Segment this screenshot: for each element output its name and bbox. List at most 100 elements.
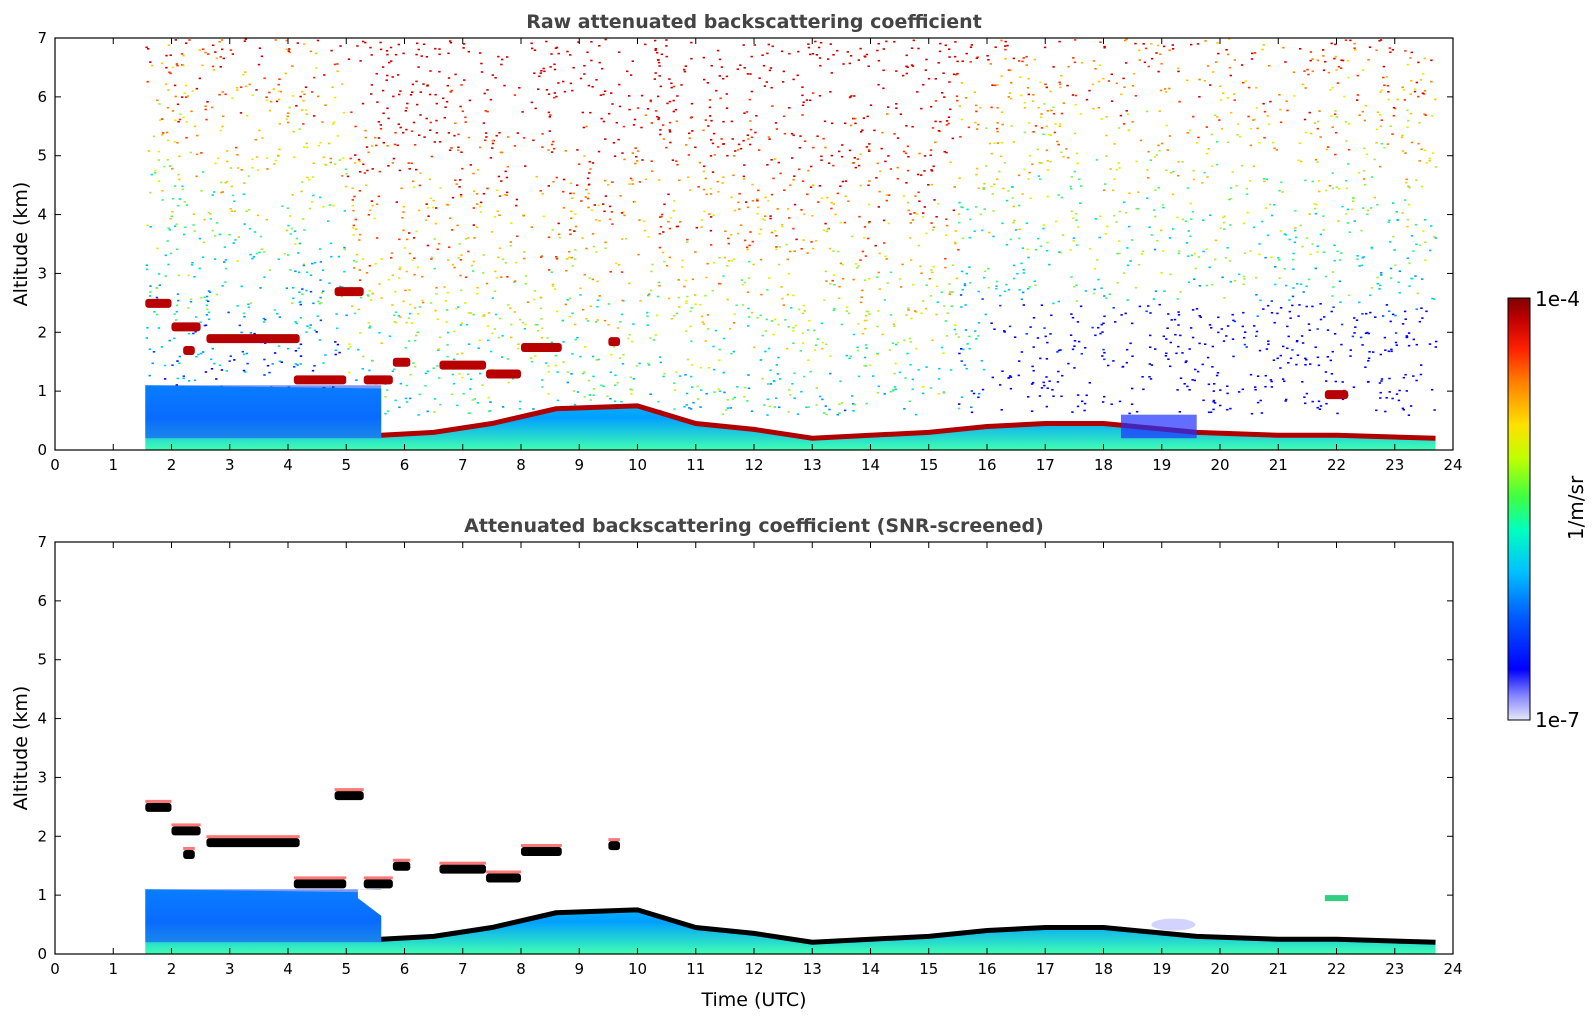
noise-pixel xyxy=(591,355,595,358)
noise-pixel xyxy=(697,398,700,400)
noise-pixel xyxy=(447,77,451,79)
noise-pixel xyxy=(1130,403,1134,405)
noise-pixel xyxy=(1177,252,1181,255)
noise-pixel xyxy=(182,64,185,67)
noise-pixel xyxy=(615,262,618,265)
noise-pixel xyxy=(566,258,569,260)
noise-pixel xyxy=(1103,295,1106,297)
noise-pixel xyxy=(895,103,898,105)
noise-pixel xyxy=(292,130,295,133)
noise-pixel xyxy=(912,283,915,286)
noise-pixel xyxy=(659,216,662,218)
noise-pixel xyxy=(1027,77,1030,80)
noise-pixel xyxy=(475,226,479,228)
noise-pixel xyxy=(814,239,818,242)
noise-pixel xyxy=(975,104,978,107)
noise-pixel xyxy=(1215,374,1219,377)
noise-pixel xyxy=(221,191,224,193)
noise-pixel xyxy=(1407,344,1411,347)
noise-pixel xyxy=(704,340,707,342)
noise-pixel xyxy=(675,371,678,373)
x-tick-label: 23 xyxy=(1385,456,1404,474)
noise-pixel xyxy=(792,327,795,329)
noise-pixel xyxy=(268,91,271,94)
noise-pixel xyxy=(305,113,308,115)
noise-pixel xyxy=(345,173,348,175)
noise-pixel xyxy=(171,110,175,112)
noise-pixel xyxy=(399,126,402,129)
noise-pixel xyxy=(470,264,474,267)
noise-pixel xyxy=(1001,370,1004,372)
noise-pixel xyxy=(891,342,895,344)
noise-pixel xyxy=(886,113,889,115)
noise-pixel xyxy=(618,105,622,108)
noise-pixel xyxy=(1118,400,1122,403)
noise-pixel xyxy=(539,190,542,192)
noise-pixel xyxy=(242,73,245,76)
noise-pixel xyxy=(876,276,879,278)
noise-pixel xyxy=(825,343,828,346)
noise-pixel xyxy=(909,237,912,239)
colorbar-max-label: 1e-4 xyxy=(1535,287,1580,311)
noise-pixel xyxy=(223,246,227,248)
noise-pixel xyxy=(277,258,280,260)
noise-pixel xyxy=(863,237,866,239)
noise-pixel xyxy=(1164,355,1168,357)
noise-pixel xyxy=(809,186,813,188)
noise-pixel xyxy=(176,248,179,251)
noise-pixel xyxy=(585,318,588,320)
noise-pixel xyxy=(1425,162,1428,164)
noise-pixel xyxy=(407,340,411,342)
noise-pixel xyxy=(1278,277,1281,279)
noise-pixel xyxy=(956,72,959,75)
noise-pixel xyxy=(1330,115,1333,117)
noise-pixel xyxy=(660,53,664,56)
noise-pixel xyxy=(1311,70,1314,73)
noise-pixel xyxy=(591,233,595,235)
noise-pixel xyxy=(836,192,839,195)
noise-pixel xyxy=(269,100,273,103)
noise-pixel xyxy=(960,270,964,273)
noise-pixel xyxy=(748,143,752,146)
noise-pixel xyxy=(848,357,851,360)
noise-pixel xyxy=(319,279,322,281)
noise-pixel xyxy=(662,375,665,378)
noise-pixel xyxy=(1353,42,1356,45)
noise-pixel xyxy=(547,393,550,395)
noise-pixel xyxy=(865,319,868,322)
noise-pixel xyxy=(1202,399,1205,402)
noise-pixel xyxy=(1430,225,1433,227)
noise-pixel xyxy=(207,300,210,303)
noise-pixel xyxy=(636,150,640,152)
noise-pixel xyxy=(299,303,302,306)
noise-pixel xyxy=(202,241,205,244)
noise-pixel xyxy=(1360,229,1363,232)
noise-pixel xyxy=(1104,183,1107,185)
noise-pixel xyxy=(978,392,981,395)
noise-pixel xyxy=(342,157,345,159)
snr-screened-panel: Attenuated backscattering coefficient (S… xyxy=(10,515,1463,1011)
noise-pixel xyxy=(807,46,811,49)
noise-pixel xyxy=(318,339,322,341)
noise-pixel xyxy=(677,296,680,299)
noise-pixel xyxy=(830,122,834,125)
noise-pixel xyxy=(1410,141,1414,144)
noise-pixel xyxy=(1228,260,1231,262)
noise-pixel xyxy=(954,242,957,245)
noise-pixel xyxy=(517,347,520,350)
noise-pixel xyxy=(832,309,835,312)
noise-pixel xyxy=(168,71,171,74)
noise-pixel xyxy=(779,378,782,380)
noise-pixel xyxy=(1073,345,1076,347)
noise-pixel xyxy=(566,381,569,384)
noise-pixel xyxy=(828,408,831,411)
noise-pixel xyxy=(1301,245,1304,248)
noise-pixel xyxy=(1211,165,1214,168)
noise-pixel xyxy=(644,43,647,46)
noise-pixel xyxy=(670,86,673,89)
noise-pixel xyxy=(336,327,339,330)
noise-pixel xyxy=(1205,248,1208,250)
noise-pixel xyxy=(993,328,996,330)
noise-pixel xyxy=(399,382,403,385)
noise-pixel xyxy=(1261,48,1264,51)
